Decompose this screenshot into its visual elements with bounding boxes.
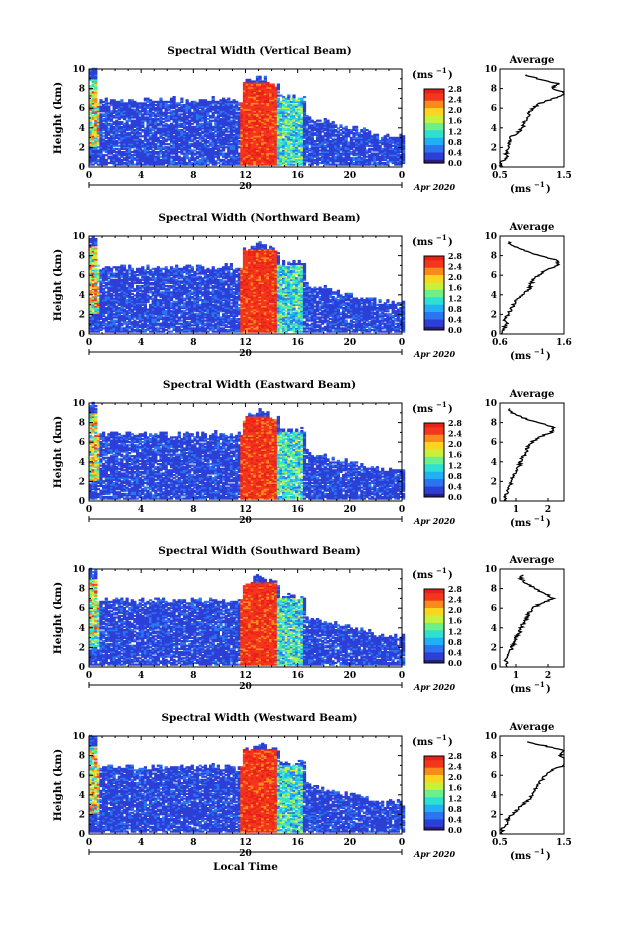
heatmap-cell — [326, 120, 329, 122]
y-axis-label: Height (km) — [52, 82, 64, 154]
average-unit-close: ) — [546, 184, 551, 195]
heatmap-cell — [345, 126, 348, 128]
heatmap-cell — [319, 120, 322, 122]
colorbar-unit-close: ) — [448, 70, 453, 81]
average-frame — [500, 69, 564, 167]
heatmap-cell — [277, 84, 280, 86]
heatmap-cell — [339, 124, 342, 126]
x-tick-label: 0 — [399, 171, 405, 181]
heatmap-cell — [272, 84, 275, 86]
y-tick-label: 0 — [79, 163, 85, 173]
heatmap-cell — [120, 99, 123, 101]
average-x-tick-label: 0.5 — [492, 171, 508, 181]
colorbar-tick-label: 1.6 — [448, 116, 462, 126]
y-tick-label: 4 — [79, 124, 85, 134]
heatmap-cell — [259, 76, 262, 78]
average-profile-line — [500, 75, 564, 167]
date-label: Apr 2020 — [413, 182, 456, 192]
colorbar-unit-sup: −1 — [436, 66, 447, 75]
chart-title: Spectral Width (Vertical Beam) — [167, 45, 351, 57]
colorbar-tick-label: 2.4 — [448, 95, 462, 105]
colorbar-tick-label: 1.2 — [448, 126, 462, 136]
heatmap-cell — [264, 76, 267, 78]
average-y-tick-label: 6 — [491, 104, 497, 114]
colorbar-tick-label: 0.4 — [448, 147, 462, 157]
heatmap-cell — [94, 238, 97, 240]
colorbar-tick-label: 2.0 — [448, 105, 462, 115]
panel-1: Spectral Width (Vertical Beam) 0 2 4 6 8 10 0 4 8… — [52, 45, 572, 195]
heatmap-cell — [159, 98, 162, 100]
average-y-tick-label: 2 — [491, 143, 497, 153]
heatmap-cell — [334, 124, 337, 126]
heatmap-cells — [89, 236, 405, 332]
heatmap-cell — [287, 95, 290, 97]
colorbar-unit: (ms — [412, 70, 433, 81]
y-tick-label: 10 — [72, 65, 85, 75]
x-tick-label: 20 — [344, 171, 357, 181]
heatmap-cell — [332, 121, 335, 123]
heatmap-cell — [376, 134, 379, 136]
average-title: Average — [509, 55, 555, 66]
y-tick-label: 8 — [79, 85, 85, 95]
heatmap-cell — [292, 95, 295, 97]
average-unit: (ms — [510, 184, 531, 195]
average-x-tick-label: 1.5 — [556, 171, 572, 181]
heatmap-cell — [303, 96, 306, 98]
average-y-tick-label: 4 — [491, 124, 497, 134]
chart-title: Spectral Width (Northward Beam) — [158, 212, 360, 224]
heatmap-cell — [131, 268, 134, 270]
heatmap-cell — [277, 91, 280, 93]
y-tick-label: 2 — [79, 143, 85, 153]
x-tick-label: 16 — [291, 171, 304, 181]
x-tick-label: 12 — [239, 171, 252, 181]
heatmap-cell — [123, 265, 126, 267]
heatmap-cell — [277, 98, 280, 100]
heatmap-cell — [368, 131, 371, 133]
heatmap-cell — [94, 247, 97, 249]
heatmap-cell — [97, 265, 100, 267]
colorbar-tick-label: 0.8 — [448, 137, 462, 147]
heatmap-cell — [355, 126, 358, 128]
heatmap-cell — [303, 101, 306, 103]
heatmap-cell — [186, 99, 189, 101]
x-tick-label: 8 — [190, 171, 196, 181]
heatmap-cell — [227, 98, 230, 100]
heatmap-cell — [212, 96, 215, 98]
colorbar: 0.00.40.81.21.62.02.42.8 (ms−1) — [412, 66, 462, 168]
heatmap-cell — [105, 98, 108, 100]
x-tick-label: 4 — [138, 171, 144, 181]
heatmap-cell — [180, 98, 183, 100]
average-unit-sup: −1 — [534, 180, 545, 189]
average-y-tick-label: 10 — [484, 65, 497, 75]
heatmap-cell — [308, 116, 311, 118]
colorbar-tick-label: 0.0 — [448, 158, 462, 168]
heatmap-cells — [89, 68, 405, 166]
day-label: 20 — [239, 182, 252, 192]
colorbar-tick-label: 2.8 — [448, 84, 462, 94]
heatmap-cell — [128, 265, 131, 267]
heatmap-cell — [386, 134, 389, 136]
average-y-tick-label: 8 — [491, 85, 497, 95]
heatmap-cell — [173, 96, 176, 98]
x-tick-label: 0 — [86, 171, 92, 181]
y-tick-label: 6 — [79, 104, 85, 114]
